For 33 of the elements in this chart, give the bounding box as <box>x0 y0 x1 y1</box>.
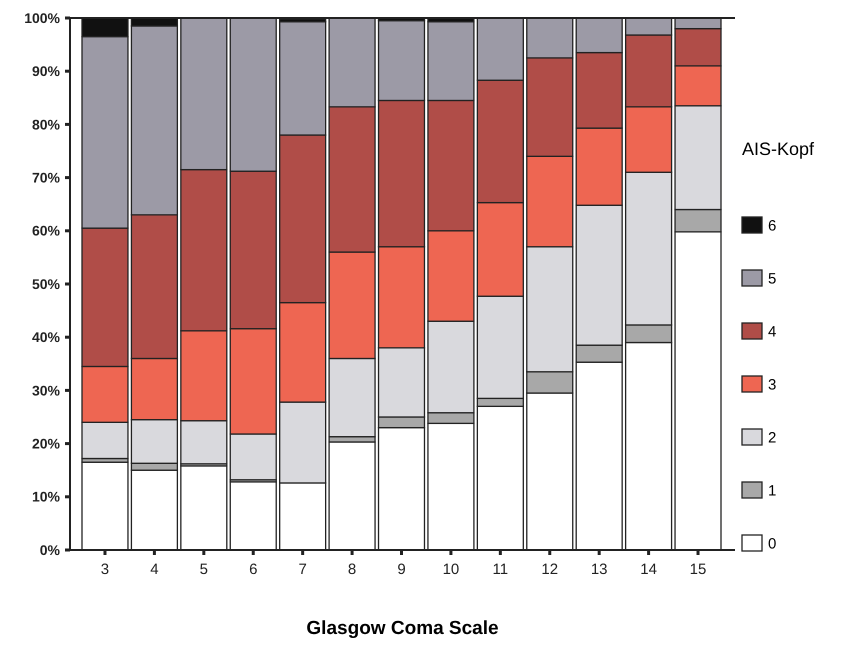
x-tick-label: 6 <box>249 561 258 578</box>
x-tick-label: 4 <box>150 561 159 578</box>
legend-label: 6 <box>768 217 776 234</box>
y-tick-label: 50% <box>32 276 61 292</box>
x-tick-label: 11 <box>492 561 508 578</box>
legend-label: 0 <box>768 535 776 552</box>
x-tick-label: 10 <box>442 561 460 578</box>
y-tick-label: 80% <box>32 116 61 132</box>
y-tick-label: 100% <box>24 10 61 26</box>
y-tick-label: 20% <box>32 436 61 452</box>
x-tick-label: 5 <box>200 561 208 578</box>
x-tick-label: 8 <box>348 561 356 578</box>
y-tick-label: 90% <box>32 63 61 80</box>
legend-label: 2 <box>768 429 776 446</box>
y-tick-label: 40% <box>32 329 61 346</box>
y-tick-label: 30% <box>32 382 61 398</box>
x-tick-label: 9 <box>397 561 406 578</box>
y-tick-label: 60% <box>32 222 61 239</box>
y-tick-label: 70% <box>32 170 61 186</box>
y-tick-label: 10% <box>32 488 61 505</box>
x-tick-label: 12 <box>541 561 558 578</box>
x-tick-label: 15 <box>690 561 706 578</box>
x-tick-label: 7 <box>298 561 307 578</box>
legend-label: 4 <box>768 323 776 340</box>
legend-label: 5 <box>768 270 776 288</box>
y-tick-label: 0% <box>40 542 61 558</box>
x-axis-title: Glasgow Coma Scale <box>306 618 499 639</box>
x-tick-label: 13 <box>590 561 608 578</box>
legend-title: AIS-Kopf <box>742 139 816 159</box>
legend-label: 1 <box>768 482 776 500</box>
x-tick-label: 14 <box>640 561 657 578</box>
x-tick-label: 3 <box>100 561 110 578</box>
legend-label: 3 <box>768 376 776 394</box>
